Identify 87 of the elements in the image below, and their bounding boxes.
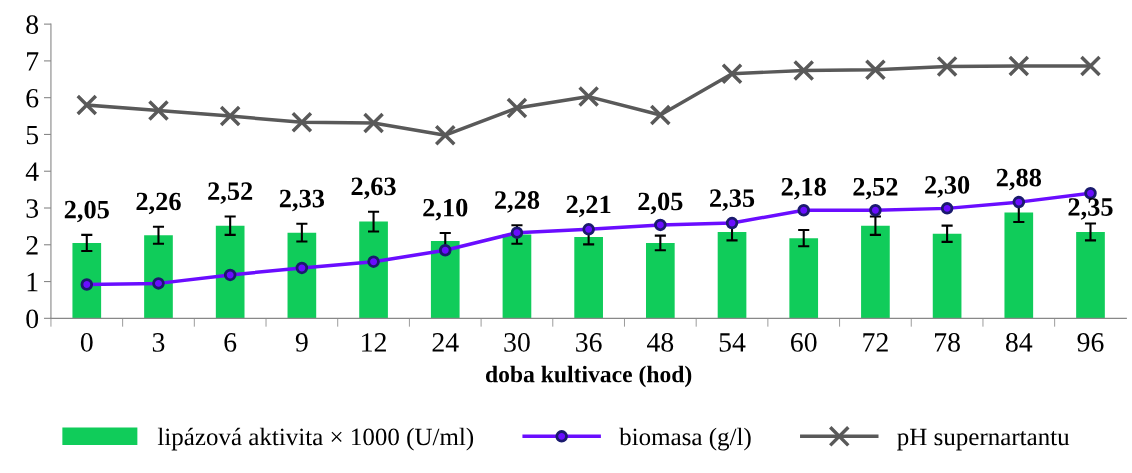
data-label: 2,52 [208,182,253,204]
point [721,63,743,85]
y-tick-label: 2 [26,236,38,255]
point [223,268,237,282]
bar [72,242,102,319]
data-label: 2,05 [64,200,109,223]
point [797,203,810,217]
data-label: 2,30 [925,176,970,198]
point [577,85,600,108]
bar [215,225,245,319]
x-tick-label: 24 [432,333,459,352]
x-tick-label: 3 [152,333,165,352]
bar [645,242,675,319]
y-tick-label: 0 [26,309,39,329]
bar [789,238,819,319]
point [864,58,887,81]
data-label: 2,10 [423,198,468,221]
point [434,124,457,146]
point [80,278,94,291]
bar [359,221,388,319]
point [869,203,882,217]
x-tick-label: 6 [224,333,237,352]
point [792,59,815,82]
point [1012,195,1026,209]
x-tick-label: 54 [719,333,746,352]
legend-label: lipázová aktivita × 1000 (U/ml) [157,427,474,451]
x-tick-label: 60 [791,333,817,352]
y-tick-label: 5 [26,125,39,145]
data-label: 2,88 [996,168,1042,191]
point [940,202,954,215]
data-label: 2,35 [1068,198,1113,220]
x-tick-label: 0 [80,333,93,352]
x-tick-label: 36 [576,333,602,352]
point [654,218,667,232]
point [219,105,241,127]
point [147,99,170,122]
data-label: 2,33 [279,189,325,212]
point [1008,55,1030,77]
bar [861,225,890,319]
y-tick-label: 7 [27,52,39,71]
point [510,226,524,239]
data-label: 2,63 [351,177,396,200]
bar [717,231,747,319]
point [582,223,595,236]
bar [1076,231,1105,319]
point [439,244,452,257]
bar [144,235,173,319]
bar [932,233,962,319]
legend-label: biomasa (g/l) [619,427,751,451]
point [725,216,739,230]
x-tick-label: 72 [863,333,888,352]
y-tick-label: 6 [26,88,39,108]
data-label: 2,21 [566,195,611,218]
y-tick-label: 8 [26,15,39,35]
point [152,277,165,290]
data-label: 2,52 [853,177,898,200]
x-tick-label: 30 [504,333,530,352]
point [295,261,309,275]
point [76,94,98,116]
point [362,112,385,134]
point [649,104,672,126]
x-axis-title: doba kultivace (hod) [485,365,692,388]
bar [1004,212,1034,319]
data-label: 2,18 [781,177,826,200]
data-label: 2,35 [710,189,755,211]
y-tick-label: 1 [27,272,38,292]
y-tick-label: 3 [26,199,39,218]
x-tick-label: 78 [935,333,960,352]
data-label: 2,28 [494,191,540,213]
point [291,111,313,134]
legend-label: pH supernartantu [897,428,1070,451]
x-tick-label: 9 [295,333,308,352]
bar [502,234,532,319]
point [1079,55,1102,77]
bar [287,232,317,319]
point [367,255,380,268]
bar [430,241,460,319]
y-tick-label: 4 [25,162,39,181]
point [506,97,528,119]
data-label: 2,26 [136,192,181,215]
x-tick-label: 48 [646,333,674,352]
x-tick-label: 12 [362,333,386,352]
bar [574,237,603,319]
point [936,55,958,78]
x-tick-label: 84 [1005,333,1033,352]
data-label: 2,05 [638,192,683,215]
x-tick-label: 96 [1077,333,1104,352]
